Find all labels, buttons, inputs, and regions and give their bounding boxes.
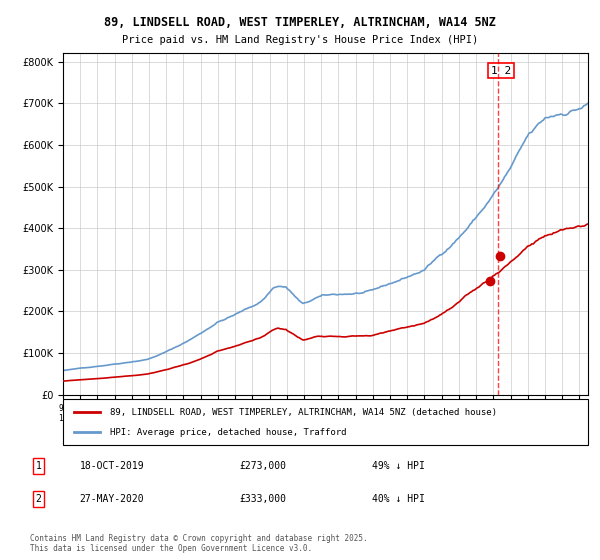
Text: £273,000: £273,000 xyxy=(240,460,287,470)
Text: 27-MAY-2020: 27-MAY-2020 xyxy=(80,494,145,504)
Text: 1: 1 xyxy=(35,460,41,470)
Text: 40% ↓ HPI: 40% ↓ HPI xyxy=(372,494,425,504)
FancyBboxPatch shape xyxy=(63,399,588,445)
Text: 18-OCT-2019: 18-OCT-2019 xyxy=(80,460,145,470)
Text: 89, LINDSELL ROAD, WEST TIMPERLEY, ALTRINCHAM, WA14 5NZ (detached house): 89, LINDSELL ROAD, WEST TIMPERLEY, ALTRI… xyxy=(110,408,497,417)
Text: 2: 2 xyxy=(35,494,41,504)
Text: 89, LINDSELL ROAD, WEST TIMPERLEY, ALTRINCHAM, WA14 5NZ: 89, LINDSELL ROAD, WEST TIMPERLEY, ALTRI… xyxy=(104,16,496,29)
Text: 1 2: 1 2 xyxy=(491,66,511,76)
Text: HPI: Average price, detached house, Trafford: HPI: Average price, detached house, Traf… xyxy=(110,428,347,437)
Text: Contains HM Land Registry data © Crown copyright and database right 2025.
This d: Contains HM Land Registry data © Crown c… xyxy=(30,534,368,553)
Text: Price paid vs. HM Land Registry's House Price Index (HPI): Price paid vs. HM Land Registry's House … xyxy=(122,35,478,45)
Text: £333,000: £333,000 xyxy=(240,494,287,504)
Text: 49% ↓ HPI: 49% ↓ HPI xyxy=(372,460,425,470)
